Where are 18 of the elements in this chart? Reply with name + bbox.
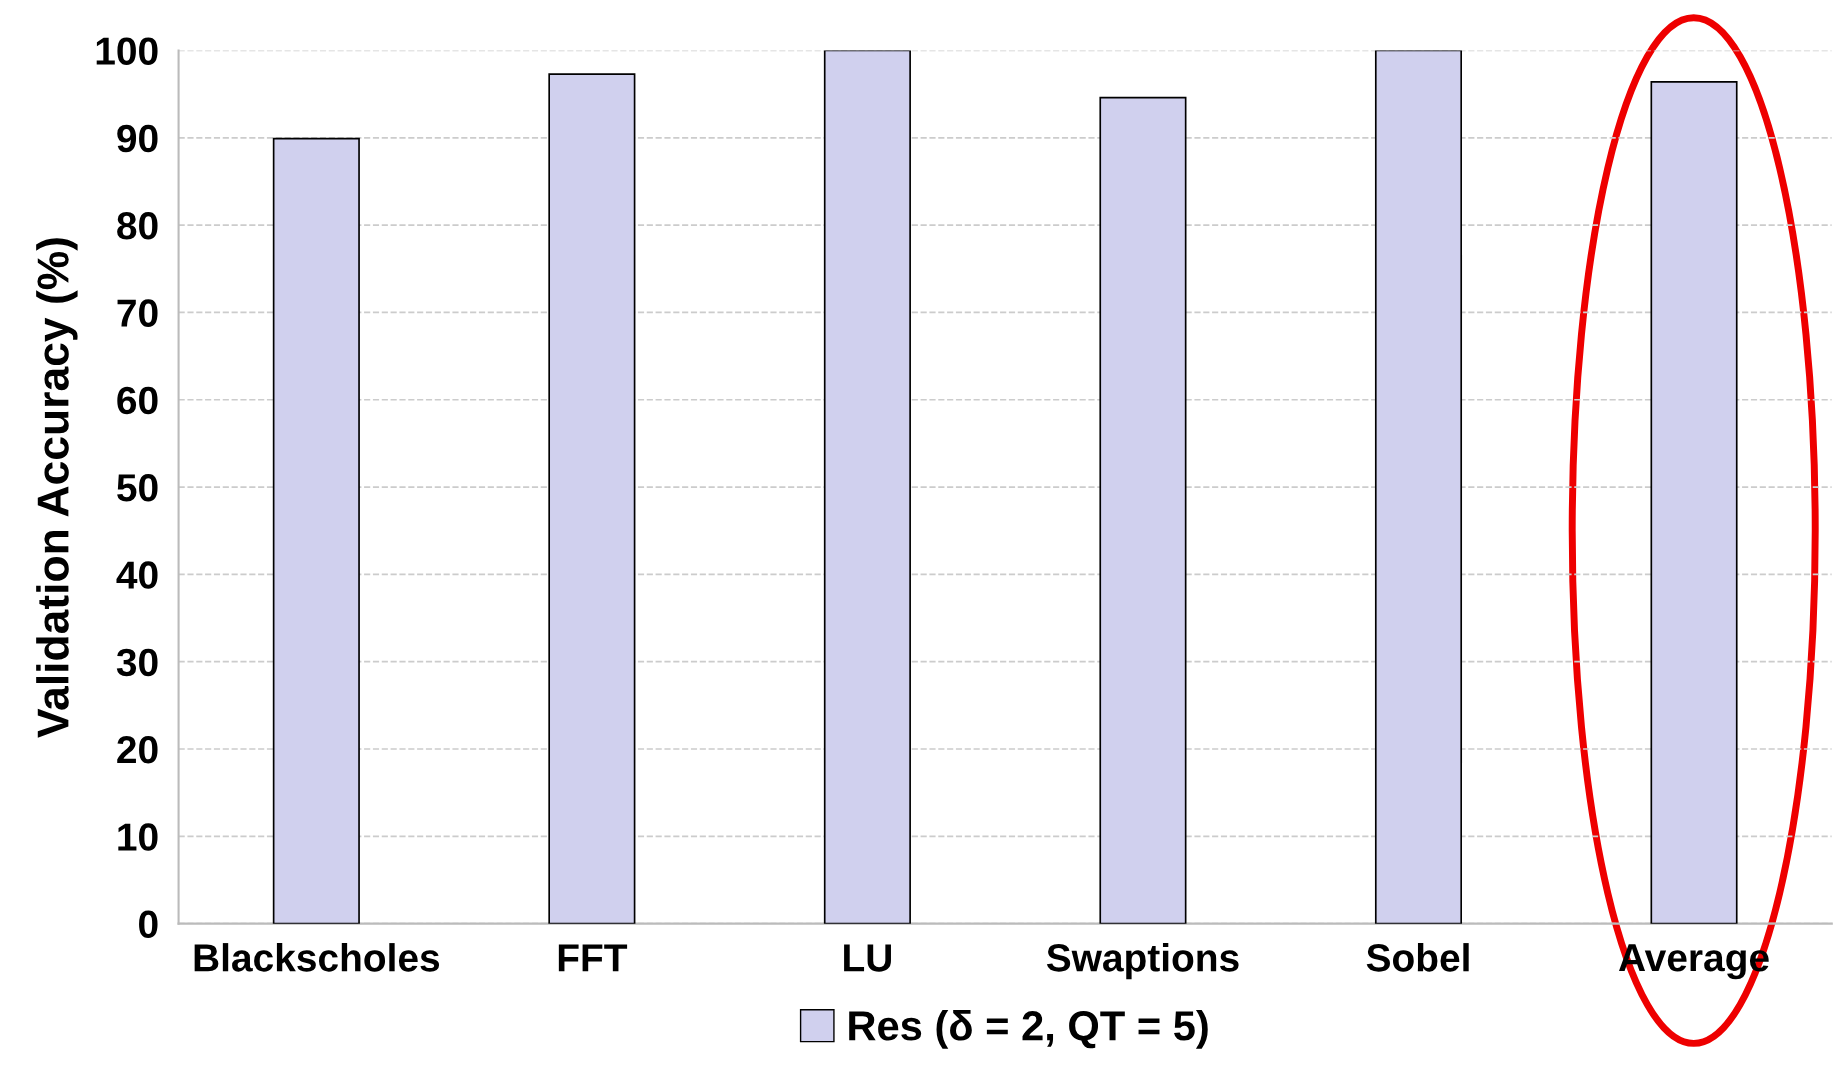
y-tick-label: 50 [117,473,158,502]
y-tick-label: 90 [117,124,158,153]
y-axis-title: Validation Accuracy (%) [36,238,78,738]
x-tick-label: LU [844,944,891,972]
x-tick-label: Sobel [1366,943,1469,972]
x-tick-label: FFT [558,944,628,972]
y-tick-label: 0 [139,910,158,939]
y-tick-label: 80 [117,212,158,240]
legend-label: Res (δ = 2, QT = 5) [849,1009,1208,1049]
y-tick-label: 10 [118,823,158,851]
y-tick-label: 100 [96,37,158,65]
y-tick-label: 70 [117,299,158,327]
y-tick-label: 30 [116,648,158,677]
x-tick-label: Blackscholes [194,943,440,972]
x-tick-label: Swaptions [1046,943,1239,980]
y-tick-label: 60 [117,386,158,415]
y-tick-label: 40 [116,561,158,589]
y-tick-label: 20 [117,735,158,764]
